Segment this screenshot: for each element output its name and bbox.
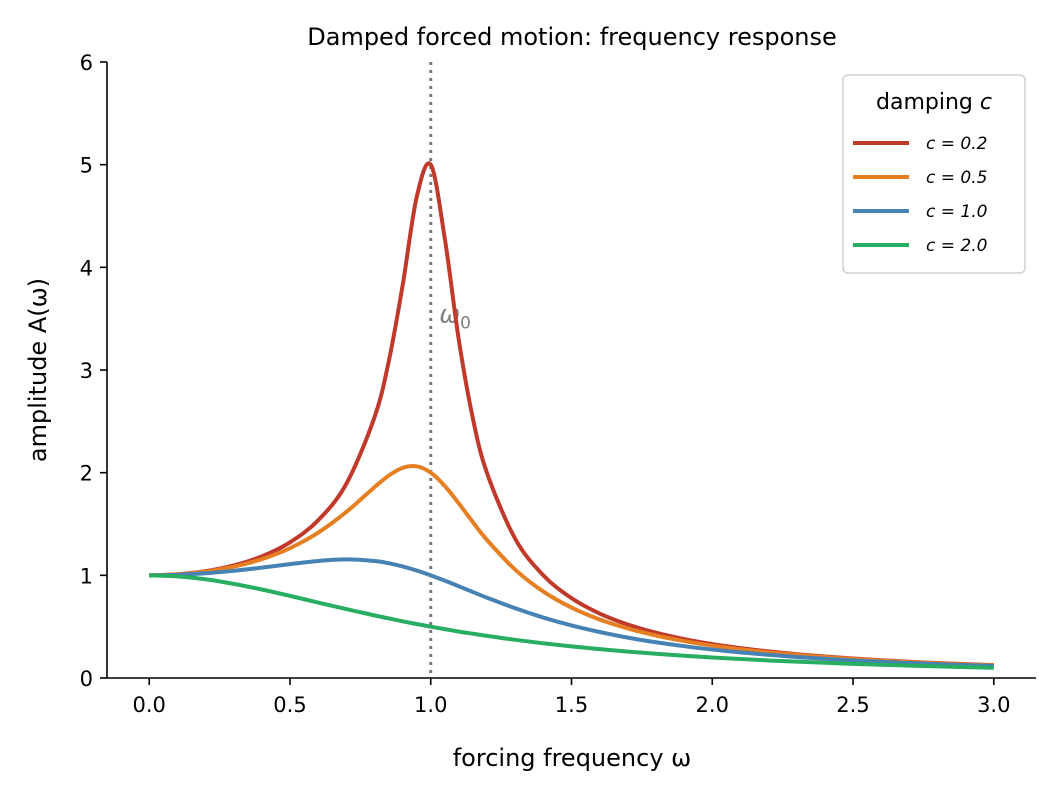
x-tick-label: 2.0 bbox=[696, 693, 729, 717]
x-tick-label: 0.0 bbox=[133, 693, 166, 717]
legend-box bbox=[842, 74, 1026, 274]
y-tick-label: 6 bbox=[80, 51, 93, 75]
x-tick-label: 3.0 bbox=[977, 693, 1010, 717]
y-tick-label: 0 bbox=[80, 667, 93, 691]
chart-title: Damped forced motion: frequency response bbox=[307, 23, 837, 51]
y-tick-label: 3 bbox=[80, 359, 93, 383]
y-tick-label: 1 bbox=[80, 564, 93, 588]
y-tick-label: 4 bbox=[80, 256, 93, 280]
x-tick-label: 0.5 bbox=[273, 693, 306, 717]
legend: damping c c = 0.2 c = 0.5 c = 1.0 c = 2.0 bbox=[842, 74, 1026, 274]
legend-title: damping c bbox=[876, 90, 992, 115]
series-line bbox=[149, 573, 994, 670]
x-tick-label: 1.5 bbox=[555, 693, 588, 717]
legend-entry: c = 0.5 bbox=[926, 168, 987, 188]
x-tick-label: 2.5 bbox=[836, 693, 869, 717]
x-tick-label: 1.0 bbox=[414, 693, 447, 717]
y-tick-label: 2 bbox=[80, 462, 93, 486]
x-axis-label: forcing frequency ω bbox=[453, 744, 692, 772]
series-line bbox=[149, 557, 994, 668]
legend-entry: c = 1.0 bbox=[926, 202, 987, 222]
legend-entry: c = 2.0 bbox=[926, 236, 987, 256]
y-tick-label: 5 bbox=[80, 154, 93, 178]
legend-entry: c = 0.2 bbox=[926, 134, 987, 154]
y-axis-label: amplitude A(ω) bbox=[24, 278, 52, 462]
